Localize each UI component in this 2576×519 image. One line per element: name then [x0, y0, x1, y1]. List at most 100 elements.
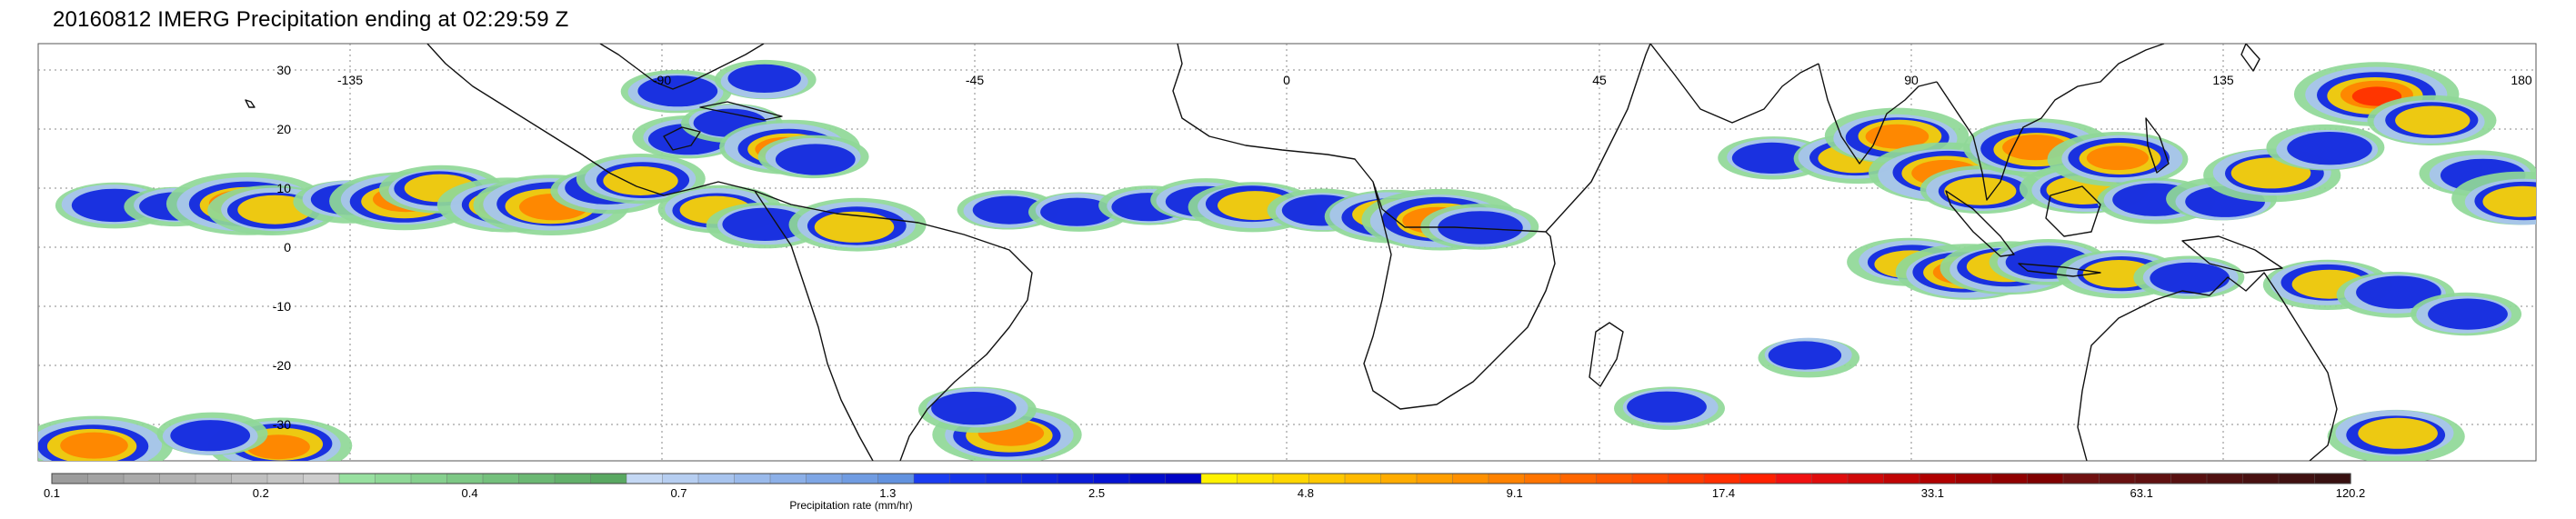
coast-sumatra — [1945, 190, 2015, 257]
colorbar-swatch — [1703, 473, 1741, 484]
precip-cell — [2047, 132, 2189, 187]
colorbar-swatch — [1200, 473, 1238, 484]
colorbar-swatch — [1524, 473, 1561, 484]
precip-cell — [715, 59, 817, 100]
colorbar-swatch — [1775, 473, 1813, 484]
colorbar-swatch — [446, 473, 484, 484]
precip-cell — [1614, 386, 1725, 430]
precipitation-layer — [38, 59, 2536, 461]
precip-contour — [1865, 124, 1929, 149]
coast-south-america — [754, 190, 1033, 461]
lon-label: 90 — [1904, 73, 1919, 87]
colorbar-swatch — [2027, 473, 2064, 484]
colorbar-swatch — [1380, 473, 1418, 484]
precip-contour — [2356, 275, 2441, 309]
lon-label: -90 — [653, 73, 671, 87]
coast-india — [1818, 63, 1938, 165]
colorbar-swatch — [1344, 473, 1382, 484]
coast-australia — [2077, 272, 2338, 461]
precip-contour — [727, 64, 801, 93]
colorbar-swatch — [1883, 473, 1920, 484]
colorbar-swatch — [1596, 473, 1633, 484]
precip-contour — [2428, 298, 2508, 330]
colorbar-tick-label: 0.7 — [670, 486, 687, 500]
lon-label: -45 — [966, 73, 984, 87]
colorbar-swatch — [2206, 473, 2244, 484]
coast-africa — [1172, 44, 1651, 410]
colorbar-swatch — [1128, 473, 1167, 484]
colorbar-swatch — [734, 473, 771, 484]
colorbar-tick-label: 120.2 — [2336, 486, 2366, 500]
colorbar-tick-label: 0.1 — [44, 486, 60, 500]
precip-cell — [2451, 171, 2536, 225]
precip-contour — [722, 207, 807, 241]
colorbar-swatch — [375, 473, 412, 484]
precip-contour — [1944, 177, 2017, 205]
precip-cell — [156, 412, 268, 455]
precip-contour — [775, 144, 856, 175]
lat-label: -30 — [273, 417, 291, 432]
coast-madagascar — [1589, 322, 1624, 387]
coastlines — [245, 44, 2338, 461]
lon-labels: -135 -90 -45 0 45 90 135 180 — [337, 73, 2532, 87]
precip-cell — [2411, 292, 2522, 336]
colorbar-swatch — [1990, 473, 2029, 484]
colorbar-swatch — [1955, 473, 1992, 484]
precip-contour — [1627, 391, 1707, 423]
colorbar-swatch — [1272, 473, 1310, 484]
colorbar-tick-label: 0.2 — [253, 486, 269, 500]
precip-cell — [757, 135, 869, 179]
precip-contour — [1731, 142, 1812, 174]
colorbar-tick-label: 33.1 — [1921, 486, 1944, 500]
coast-se-asia — [1936, 44, 2165, 201]
coast-new-guinea — [2181, 235, 2283, 274]
coast-hawaii — [245, 99, 256, 108]
colorbar-swatch — [482, 473, 520, 484]
colorbar-swatch — [518, 473, 556, 484]
colorbar-swatch — [1237, 473, 1274, 484]
colorbar-tick-label: 17.4 — [1712, 486, 1735, 500]
precip-cell — [788, 197, 927, 252]
lat-label: 20 — [276, 122, 291, 136]
precip-contour — [2395, 105, 2471, 135]
colorbar-swatch — [1057, 473, 1095, 484]
precip-cell — [957, 190, 1059, 230]
coast-north-america — [426, 44, 765, 196]
colorbar-swatches — [51, 473, 2351, 484]
colorbar-swatch — [806, 473, 843, 484]
colorbar-swatch — [769, 473, 807, 484]
precip-contour — [170, 420, 251, 452]
precip-contour — [2086, 145, 2149, 171]
colorbar-swatch — [554, 473, 592, 484]
precip-cell — [576, 154, 706, 205]
precip-contour — [2482, 185, 2536, 217]
precip-contour — [2150, 262, 2230, 294]
precip-cell — [38, 415, 174, 461]
precip-cell — [2327, 409, 2465, 461]
colorbar-tick-label: 63.1 — [2130, 486, 2153, 500]
colorbar-swatch — [1165, 473, 1202, 484]
colorbar-swatch — [841, 473, 879, 484]
colorbar-swatch — [1093, 473, 1130, 484]
colorbar-swatch — [51, 473, 89, 484]
colorbar-swatch — [662, 473, 699, 484]
lon-label: -135 — [337, 73, 363, 87]
lon-label: 45 — [1592, 73, 1607, 87]
colorbar-swatch — [2099, 473, 2136, 484]
precip-contour — [603, 166, 678, 195]
precip-cell — [1420, 204, 1539, 250]
colorbar-title: Precipitation rate (mm/hr) — [789, 499, 912, 512]
precip-cell — [632, 115, 744, 159]
precip-contour — [2358, 417, 2438, 449]
colorbar-swatch — [159, 473, 196, 484]
colorbar-swatch — [1559, 473, 1598, 484]
colorbar-border — [51, 473, 2351, 484]
colorbar-swatch — [1308, 473, 1346, 484]
colorbar-swatch — [338, 473, 376, 484]
colorbar-swatch — [1452, 473, 1489, 484]
colorbar-swatch — [303, 473, 340, 484]
coast-philippines — [2145, 117, 2170, 174]
lon-label: 180 — [2511, 73, 2532, 87]
lat-label: 30 — [276, 63, 291, 77]
colorbar-swatch — [2242, 473, 2280, 484]
